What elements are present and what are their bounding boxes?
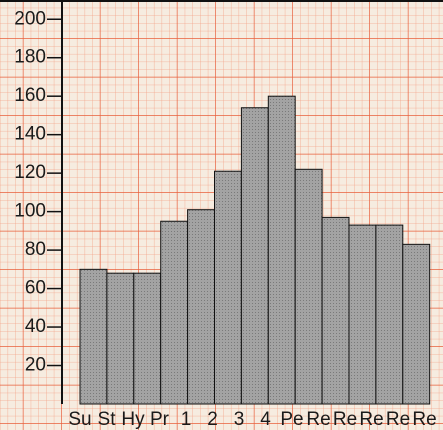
- bar: [348, 224, 377, 405]
- x-tick-label: Re: [359, 409, 383, 430]
- x-tick-label: Re: [386, 409, 410, 430]
- bar: [79, 268, 108, 405]
- x-tick-label: Su: [68, 409, 91, 430]
- bar: [240, 107, 269, 405]
- bar: [214, 170, 242, 405]
- y-tick-label: 80: [25, 239, 46, 260]
- x-tick-label: 2: [207, 409, 218, 430]
- y-tick-label: 60: [25, 278, 46, 299]
- bar: [294, 168, 323, 405]
- bar: [267, 95, 296, 405]
- y-tick-label: 20: [25, 355, 46, 376]
- bar: [133, 272, 162, 405]
- x-tick-label: Re: [412, 409, 436, 430]
- x-tick-label: Re: [333, 409, 357, 430]
- bar: [160, 220, 189, 405]
- y-tick-label: 120: [14, 162, 46, 183]
- x-tick-label: Pe: [280, 409, 303, 430]
- x-tick-label: 3: [234, 409, 245, 430]
- x-tick-label: Re: [306, 409, 330, 430]
- bar: [106, 272, 135, 405]
- y-tick-label: 180: [14, 47, 46, 68]
- x-tick-label: 1: [181, 409, 192, 430]
- x-tick-label: Hy: [121, 409, 145, 430]
- y-tick-label: 200: [14, 8, 46, 29]
- bar: [375, 224, 404, 405]
- y-tick-label: 100: [14, 201, 46, 222]
- x-tick-label: Pr: [150, 409, 170, 430]
- y-tick-label: 160: [14, 85, 46, 106]
- x-tick-label: 4: [260, 409, 271, 430]
- bar: [321, 216, 350, 405]
- y-tick-label: 140: [14, 124, 46, 145]
- bar: [187, 209, 216, 405]
- x-tick-label: St: [98, 409, 117, 430]
- y-tick-label: 40: [25, 316, 46, 337]
- bar: [402, 243, 431, 405]
